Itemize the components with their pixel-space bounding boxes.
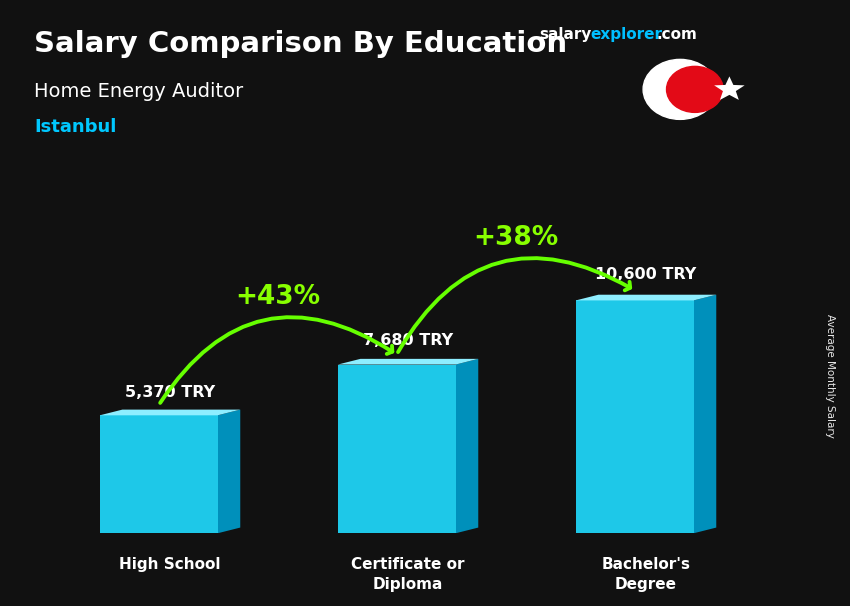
Polygon shape <box>575 301 694 533</box>
Circle shape <box>643 59 717 119</box>
Text: Home Energy Auditor: Home Energy Auditor <box>34 82 243 101</box>
Text: explorer: explorer <box>591 27 663 42</box>
Text: 10,600 TRY: 10,600 TRY <box>595 267 697 282</box>
Polygon shape <box>337 359 479 365</box>
Polygon shape <box>694 295 717 533</box>
Text: +43%: +43% <box>235 284 320 310</box>
Text: Bachelor's
Degree: Bachelor's Degree <box>602 558 690 592</box>
Polygon shape <box>714 76 745 100</box>
Polygon shape <box>218 410 241 533</box>
Text: 7,680 TRY: 7,680 TRY <box>363 333 453 348</box>
Polygon shape <box>99 415 218 533</box>
Polygon shape <box>99 410 241 415</box>
Text: +38%: +38% <box>473 225 558 251</box>
Text: Istanbul: Istanbul <box>34 118 116 136</box>
Text: Salary Comparison By Education: Salary Comparison By Education <box>34 30 567 58</box>
Circle shape <box>666 67 723 112</box>
Text: Certificate or
Diploma: Certificate or Diploma <box>351 558 465 592</box>
Text: .com: .com <box>656 27 697 42</box>
Text: Average Monthly Salary: Average Monthly Salary <box>824 314 835 438</box>
Text: salary: salary <box>540 27 592 42</box>
Polygon shape <box>575 295 717 301</box>
Text: High School: High School <box>119 558 221 573</box>
Polygon shape <box>456 359 479 533</box>
Text: 5,370 TRY: 5,370 TRY <box>125 385 215 401</box>
Polygon shape <box>337 365 456 533</box>
